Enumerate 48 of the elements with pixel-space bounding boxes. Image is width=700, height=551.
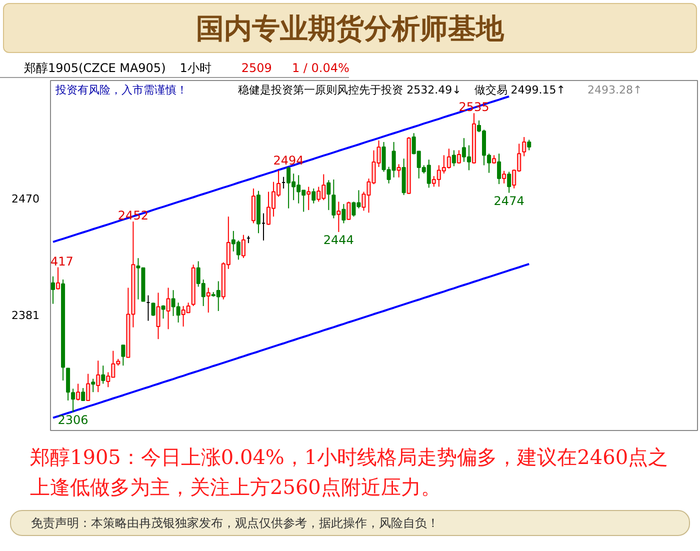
candlestick bbox=[497, 153, 502, 185]
candlestick bbox=[522, 136, 526, 157]
candlestick bbox=[156, 292, 160, 340]
candlestick bbox=[206, 287, 210, 314]
candlestick bbox=[342, 204, 346, 224]
candlestick bbox=[396, 164, 401, 178]
chart-title: 国内专业期货分析师基地 bbox=[3, 3, 697, 53]
candlestick bbox=[51, 276, 56, 304]
candlestick bbox=[161, 304, 166, 320]
candlestick bbox=[86, 373, 90, 401]
text: 1 / 0.04% bbox=[292, 61, 350, 75]
y-tick-label: 2381 bbox=[12, 308, 40, 322]
candlestick bbox=[56, 266, 60, 290]
candlestick bbox=[241, 234, 246, 258]
annotation: 2494 bbox=[273, 154, 304, 168]
candlestick bbox=[527, 139, 532, 151]
text: 1小时 bbox=[180, 61, 212, 75]
candlestick bbox=[326, 180, 331, 211]
text: 2493.28↑ bbox=[588, 84, 642, 96]
text: 免责声明：本策略由冉茂银独家发布，观点仅供参考，据此操作，风险自负！ bbox=[10, 510, 690, 536]
annotation: 2306 bbox=[58, 413, 88, 428]
text: 郑醇1905：今日上涨0.04%，1小时线格局走势偏多，建议在2460点之上逢低做多为主，关注上方2560点附近压力。 bbox=[29, 444, 670, 501]
candlestick bbox=[151, 302, 156, 316]
candlestick bbox=[502, 170, 506, 184]
candlestick bbox=[101, 365, 106, 384]
candlestick bbox=[166, 287, 170, 330]
candlestick bbox=[346, 201, 351, 220]
annotation: 2444 bbox=[323, 232, 354, 247]
annotation: 2474 bbox=[494, 194, 524, 208]
candlestick bbox=[96, 360, 100, 393]
y-tick-label: 2470 bbox=[12, 192, 40, 206]
candlestick bbox=[81, 388, 86, 401]
text: 2509 bbox=[241, 61, 272, 75]
annotation: 417 bbox=[50, 254, 74, 268]
candlestick bbox=[306, 186, 311, 211]
candlestick bbox=[91, 378, 96, 393]
annotation: 稳健是投资第一原则风控先于投资 2532.49↓ bbox=[238, 84, 462, 96]
annotation: 投资有风险，入市需谨慎！ bbox=[54, 84, 188, 96]
candlestick bbox=[507, 171, 512, 194]
text: 郑醇1905(CZCE MA905) bbox=[24, 61, 166, 75]
candlestick bbox=[332, 178, 336, 219]
candlestick bbox=[121, 344, 126, 366]
candlestick bbox=[336, 201, 341, 232]
annotation: 做交易 2499.15↑ bbox=[474, 84, 566, 96]
candlestick bbox=[452, 150, 456, 167]
candlestick bbox=[312, 188, 316, 204]
candlestick bbox=[76, 383, 80, 401]
candlestick bbox=[456, 150, 461, 164]
